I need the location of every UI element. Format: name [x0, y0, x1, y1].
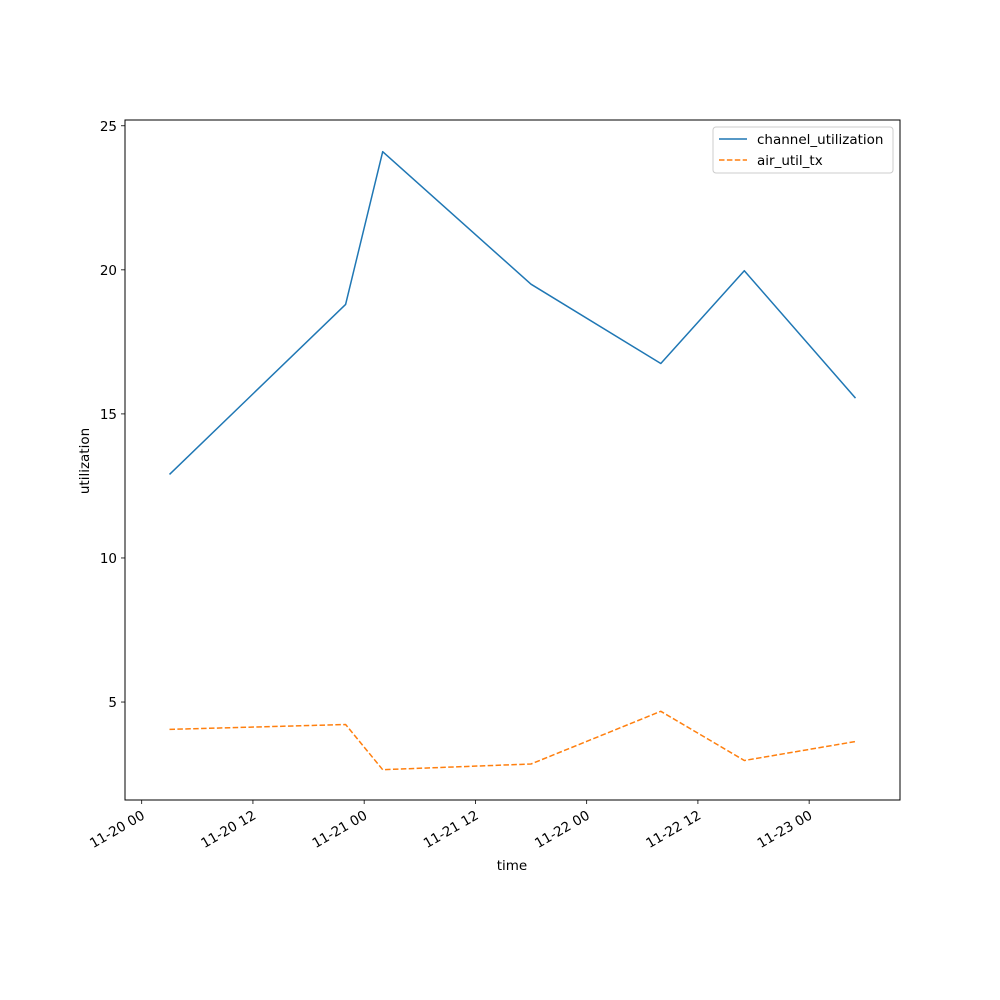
x-tick-label: 11-23 00	[755, 808, 816, 852]
plot-area	[125, 120, 900, 800]
x-tick-label: 11-21 12	[421, 808, 482, 852]
y-tick-label: 10	[100, 551, 117, 567]
x-tick-label: 11-22 00	[532, 808, 593, 852]
y-tick-label: 15	[100, 407, 117, 423]
y-tick-label: 25	[100, 119, 117, 135]
x-tick-label: 11-21 00	[310, 808, 371, 852]
legend-label-channel-utilization: channel_utilization	[757, 132, 884, 148]
y-tick-label: 5	[108, 695, 117, 711]
x-tick-label: 11-22 12	[643, 808, 704, 852]
x-tick-label: 11-20 12	[198, 808, 259, 852]
series-layer	[168, 150, 857, 771]
x-axis-label: time	[497, 858, 528, 874]
series-line-channel-utilization	[168, 150, 857, 475]
x-axis: 11-20 00 11-20 12 11-21 00 11-21 12 11-22 00…	[87, 800, 815, 852]
y-tick-label: 20	[100, 263, 117, 279]
y-axis-label: utilization	[77, 428, 93, 494]
y-axis: 5 10 15 20 25	[100, 119, 125, 711]
legend: channel_utilization air_util_tx	[712, 126, 894, 174]
legend-label-air-util-tx: air_util_tx	[757, 153, 823, 169]
series-line-air-util-tx	[169, 710, 856, 771]
x-tick-label: 11-20 00	[87, 808, 148, 852]
plot-frame	[124, 119, 901, 801]
legend-box	[712, 126, 894, 174]
